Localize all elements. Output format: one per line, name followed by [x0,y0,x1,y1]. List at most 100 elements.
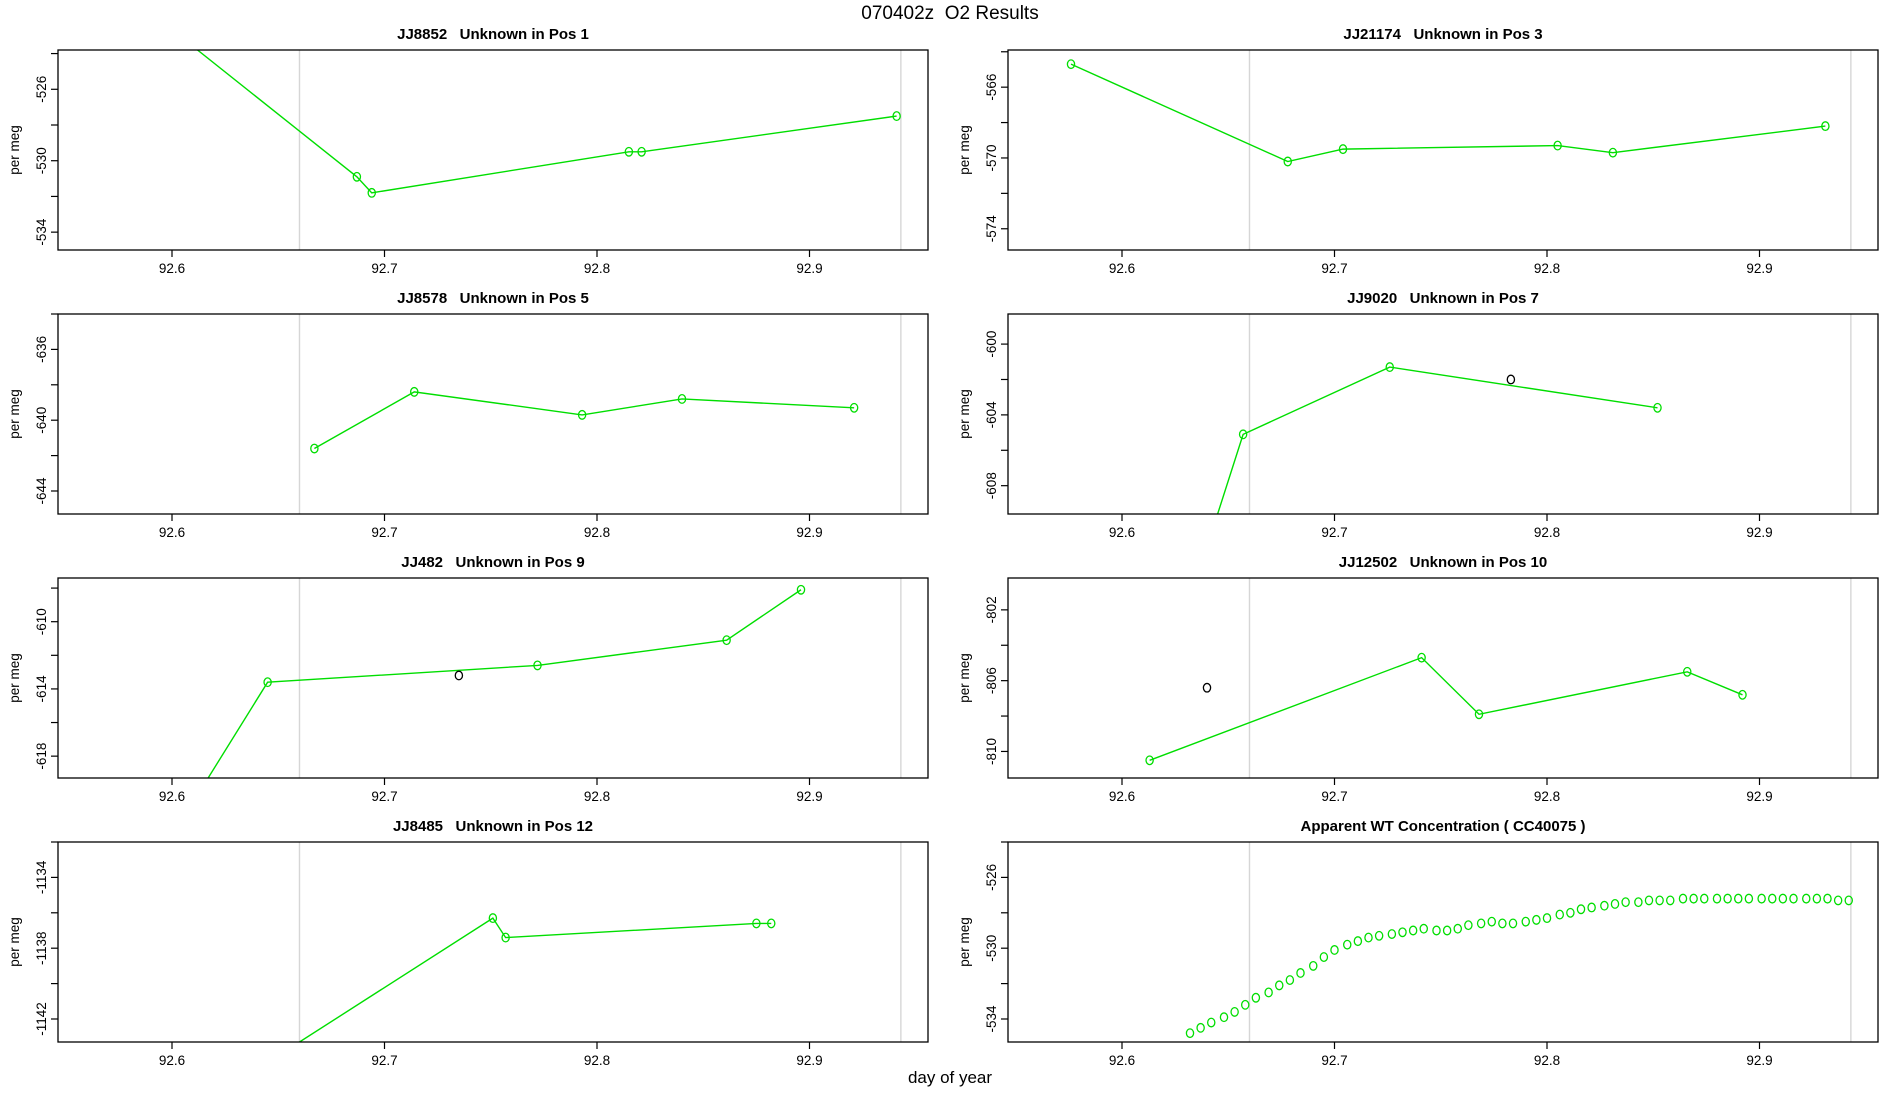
data-point-marker [1219,1012,1229,1023]
data-point-marker [677,394,687,404]
data-point-marker [1821,121,1830,132]
y-axis-title: per meg [957,917,972,967]
y-axis-title: per meg [957,389,972,439]
series-line [197,50,897,194]
y-tick-label: -614 [34,675,49,703]
data-point-marker [1296,968,1305,978]
plot-box [57,313,929,515]
data-point-marker [263,677,272,688]
data-point-marker [1417,652,1426,663]
data-point-marker [1655,895,1664,906]
data-point-marker [1566,907,1575,918]
subplot-pos1-plot: -534 -530 -526 92.6 92.7 92.8 92.9 per meg [7,49,929,276]
y-tick-label: -1134 [34,860,49,894]
data-point-marker [722,635,731,646]
x-tick-label: 92.6 [159,1053,185,1068]
x-tick-label: 92.9 [1746,789,1772,804]
plot-region [298,842,902,1042]
y-tick-label: -530 [984,935,999,962]
data-point-marker [1553,140,1562,151]
data-point-marker [1442,925,1452,936]
data-point-marker [1608,147,1618,158]
y-tick-label: -600 [984,331,999,358]
y-tick-label: -526 [984,864,999,891]
data-point-marker [1653,402,1662,413]
data-point-marker [1778,893,1788,904]
data-point-marker [1532,914,1541,925]
x-tick-label: 92.6 [1109,789,1135,804]
x-tick-label: 92.7 [371,789,397,804]
subplot-pos12: JJ8485 Unknown in Pos 12 -1142 -1138 -1134… [0,818,950,1080]
x-tick-label: 92.6 [1109,525,1135,540]
data-point-marker [1738,689,1747,700]
data-point-marker [1385,362,1394,373]
data-point-marker [1683,666,1692,677]
data-point-marker [1196,1022,1205,1033]
series-line [314,391,855,450]
data-point-marker [1768,893,1777,904]
data-point-marker [1823,893,1832,904]
plot-region [298,314,902,514]
data-point-marker [1542,913,1552,924]
data-point-marker [1240,999,1250,1010]
plot-box [1007,49,1879,251]
subplot-wt-concentration-title: Apparent WT Concentration ( CC40075 ) [1300,818,1586,835]
plot-region [1145,578,1852,778]
data-point-marker [1621,897,1630,908]
subplot-pos10-title: JJ12502 Unknown in Pos 10 [1338,554,1548,571]
data-point-marker [1734,893,1743,904]
y-tick-label: -1138 [34,931,49,965]
data-point-marker [849,402,859,413]
data-point-marker [1474,709,1484,720]
data-point-marker [1476,918,1486,929]
data-point-marker [1802,893,1811,904]
subplot-pos10: JJ12502 Unknown in Pos 10 -810 -806 -802 92… [950,554,1900,816]
subplot-pos5-title: JJ8578 Unknown in Pos 5 [397,290,589,307]
x-tick-label: 92.9 [796,789,822,804]
data-point-marker [1576,904,1586,915]
data-point-marker [1723,893,1732,904]
data-point-marker [1521,916,1531,927]
outlier-marker [1202,682,1212,693]
data-point-marker [1487,916,1497,927]
x-tick-label: 92.8 [1534,525,1560,540]
y-axis-title: per meg [7,917,22,967]
data-point-marker [1206,1017,1216,1028]
data-point-marker [1555,909,1565,920]
data-point-marker [1844,895,1854,906]
data-point-marker [1689,893,1698,904]
data-point-marker [624,146,634,157]
plot-box [1007,313,1879,515]
subplot-pos1: JJ8852 Unknown in Pos 1 -534 -530 -526 92.6… [0,26,950,288]
series-line [1070,63,1826,163]
subplot-pos7-title: JJ9020 Unknown in Pos 7 [1347,290,1539,307]
x-tick-label: 92.9 [1746,261,1772,276]
y-tick-label: -802 [984,596,999,623]
x-tick-label: 92.8 [584,1053,610,1068]
data-point-marker [1757,893,1766,904]
y-tick-label: -608 [984,472,999,499]
data-point-marker [1644,895,1654,906]
data-point-marker [352,171,362,182]
data-point-marker [1230,1006,1239,1017]
figure-title: 070402z O2 Results [861,3,1039,24]
data-point-marker [1364,932,1373,943]
data-point-marker [1600,900,1609,911]
y-tick-label: -610 [34,608,49,635]
series-line [1149,656,1743,761]
plot-region [1216,314,1852,514]
plot-region [1185,842,1854,1042]
data-point-marker [1398,927,1407,938]
y-axis-title: per meg [7,125,22,175]
plot-box [57,49,929,251]
x-tick-label: 92.6 [159,789,185,804]
data-point-marker [1812,893,1822,904]
subplot-pos12-title: JJ8485 Unknown in Pos 12 [392,818,594,835]
plot-region [1066,50,1852,250]
subplot-pos3-title: JJ21174 Unknown in Pos 3 [1343,26,1543,43]
y-tick-label: -604 [984,401,999,429]
x-tick-label: 92.7 [1321,1053,1347,1068]
x-tick-label: 92.7 [371,261,397,276]
x-tick-label: 92.9 [796,525,822,540]
